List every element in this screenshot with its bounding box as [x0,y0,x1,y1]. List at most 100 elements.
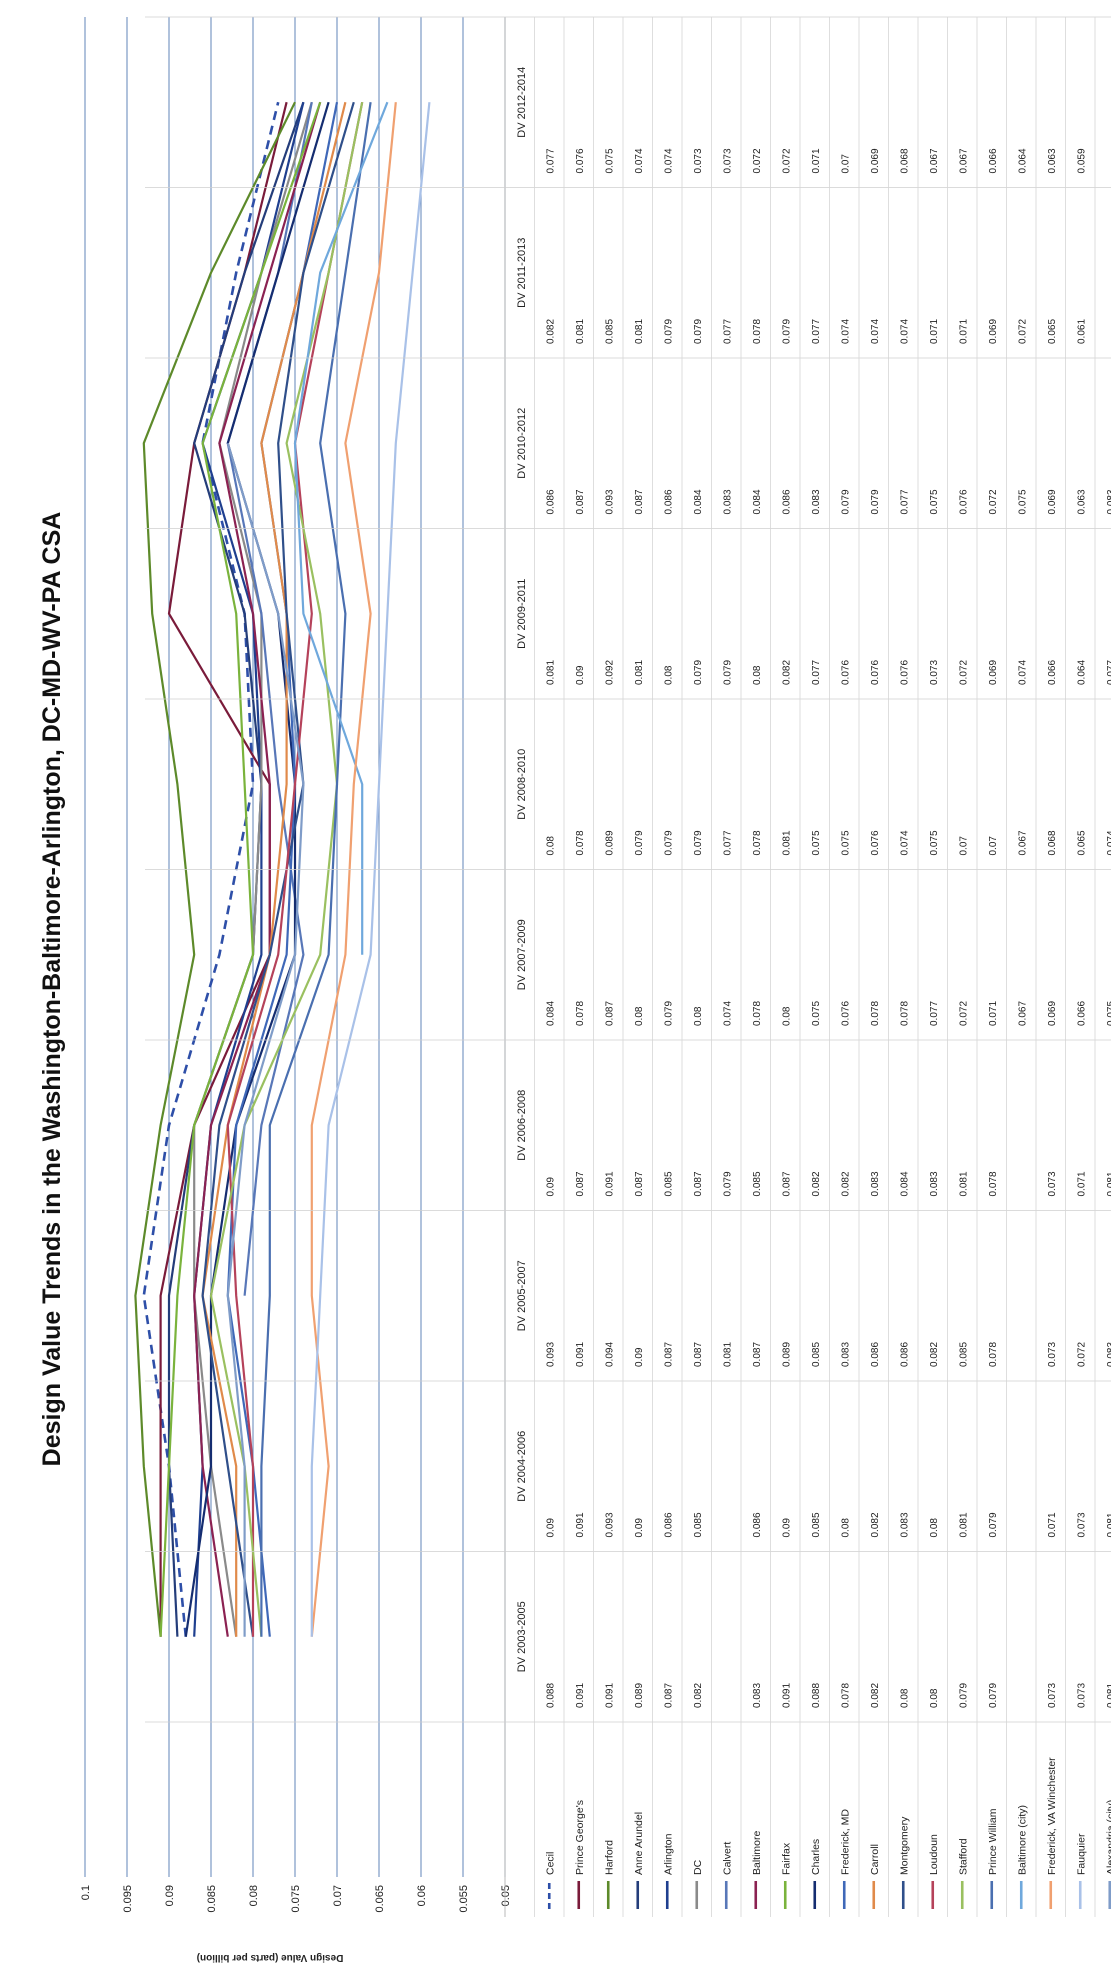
data-label-11-9: 0.069 [870,148,881,173]
data-label-19-3: 0.081 [1106,1171,1111,1196]
legend-label-9: Charles [810,1839,822,1875]
y-tick-label-7: 0.085 [206,1885,218,1913]
x-category-label-6: DV 2009-2011 [516,579,528,649]
data-label-19-2: 0.083 [1106,1342,1111,1367]
data-label-15-3: 0.078 [988,1171,999,1196]
data-label-8-4: 0.08 [781,1006,792,1026]
data-label-17-8: 0.065 [1047,319,1058,344]
data-label-2-1: 0.093 [604,1512,615,1537]
x-category-label-8: DV 2011-2013 [516,238,528,308]
data-label-8-9: 0.072 [781,148,792,173]
data-label-14-4: 0.072 [958,1001,969,1026]
data-label-13-6: 0.073 [929,660,940,685]
y-tick-label-5: 0.075 [290,1885,302,1913]
data-label-2-8: 0.085 [604,319,615,344]
data-label-18-1: 0.073 [1076,1512,1087,1537]
data-label-2-6: 0.092 [604,660,615,685]
data-label-7-1: 0.086 [752,1512,763,1537]
data-label-1-3: 0.087 [575,1171,586,1196]
data-label-4-7: 0.086 [663,489,674,514]
data-label-8-8: 0.079 [781,319,792,344]
data-label-15-9: 0.066 [988,148,999,173]
data-label-2-0: 0.091 [604,1683,615,1708]
data-label-13-4: 0.077 [929,1001,940,1026]
data-label-7-5: 0.078 [752,830,763,855]
data-label-4-2: 0.087 [663,1342,674,1367]
data-label-12-6: 0.076 [899,660,910,685]
data-label-12-7: 0.077 [899,489,910,514]
legend-label-8: Fairfax [780,1842,792,1875]
data-label-11-5: 0.076 [870,830,881,855]
data-label-17-3: 0.073 [1047,1171,1058,1196]
data-label-15-0: 0.079 [988,1683,999,1708]
data-label-3-7: 0.087 [634,489,645,514]
legend-label-4: Arlington [662,1833,674,1875]
data-label-8-3: 0.087 [781,1171,792,1196]
legend-label-2: Harford [603,1840,615,1875]
x-category-label-4: DV 2007-2009 [516,919,528,990]
data-label-16-6: 0.074 [1017,660,1028,685]
data-label-3-8: 0.081 [634,319,645,344]
data-label-14-8: 0.071 [958,319,969,344]
data-label-14-0: 0.079 [958,1683,969,1708]
legend-label-18: Fauquier [1075,1833,1087,1875]
data-table: DV 2003-2005 DV 2004-2006 DV 2005-2007 DV 2… [145,16,1111,1917]
data-label-16-8: 0.072 [1017,319,1028,344]
data-label-18-5: 0.065 [1076,830,1087,855]
data-label-6-3: 0.079 [722,1171,733,1196]
data-label-1-7: 0.087 [575,489,586,514]
data-label-19-5: 0.074 [1106,830,1111,855]
data-label-10-9: 0.07 [840,154,851,174]
data-label-0-3: 0.09 [545,1177,556,1197]
legend-label-5: DC [692,1859,704,1875]
data-label-17-6: 0.066 [1047,660,1058,685]
data-label-0-4: 0.084 [545,1001,556,1026]
data-label-5-0: 0.082 [693,1683,704,1708]
data-label-11-8: 0.074 [870,319,881,344]
x-category-label-9: DV 2012-2014 [516,67,528,138]
legend-label-14: Stafford [957,1838,969,1875]
data-label-0-0: 0.088 [545,1683,556,1708]
data-label-5-2: 0.087 [693,1342,704,1367]
data-label-14-9: 0.067 [958,148,969,173]
data-label-11-0: 0.082 [870,1683,881,1708]
data-label-5-9: 0.073 [693,148,704,173]
legend-label-15: Prince William [987,1808,999,1875]
data-label-13-9: 0.067 [929,148,940,173]
x-category-label-3: DV 2006-2008 [516,1090,528,1161]
data-label-13-0: 0.08 [929,1688,940,1708]
data-label-18-7: 0.063 [1076,489,1087,514]
data-label-4-1: 0.086 [663,1512,674,1537]
data-label-3-1: 0.09 [634,1518,645,1538]
legend-label-11: Carroll [869,1844,881,1875]
data-label-14-3: 0.081 [958,1171,969,1196]
data-label-10-1: 0.08 [840,1518,851,1538]
data-label-1-2: 0.091 [575,1342,586,1367]
data-label-3-3: 0.087 [634,1171,645,1196]
data-label-3-0: 0.089 [634,1683,645,1708]
data-label-10-0: 0.078 [840,1683,851,1708]
data-label-0-6: 0.081 [545,660,556,685]
data-label-9-3: 0.082 [811,1171,822,1196]
data-label-1-9: 0.076 [575,148,586,173]
data-label-19-7: 0.083 [1106,489,1111,514]
data-label-9-8: 0.077 [811,319,822,344]
y-axis-label: Design Value (parts per billion) [197,1952,344,1963]
data-label-15-4: 0.071 [988,1001,999,1026]
data-label-12-4: 0.078 [899,1001,910,1026]
data-label-5-4: 0.08 [693,1006,704,1026]
data-label-13-5: 0.075 [929,830,940,855]
data-label-1-0: 0.091 [575,1683,586,1708]
data-label-11-1: 0.082 [870,1512,881,1537]
data-label-5-3: 0.087 [693,1171,704,1196]
data-label-10-2: 0.083 [840,1342,851,1367]
data-label-2-5: 0.089 [604,830,615,855]
data-label-15-7: 0.072 [988,489,999,514]
legend-label-17: Frederick, VA Winchester [1046,1757,1058,1875]
y-tick-label-3: 0.065 [374,1885,386,1913]
data-label-4-8: 0.079 [663,319,674,344]
data-label-15-2: 0.078 [988,1342,999,1367]
y-tick-labels: 0.05 0.055 0.06 0.065 0.07 0.075 0.08 0.085 0.09… [80,1885,512,1913]
legend-label-12: Montgomery [898,1816,910,1875]
data-label-8-5: 0.081 [781,830,792,855]
